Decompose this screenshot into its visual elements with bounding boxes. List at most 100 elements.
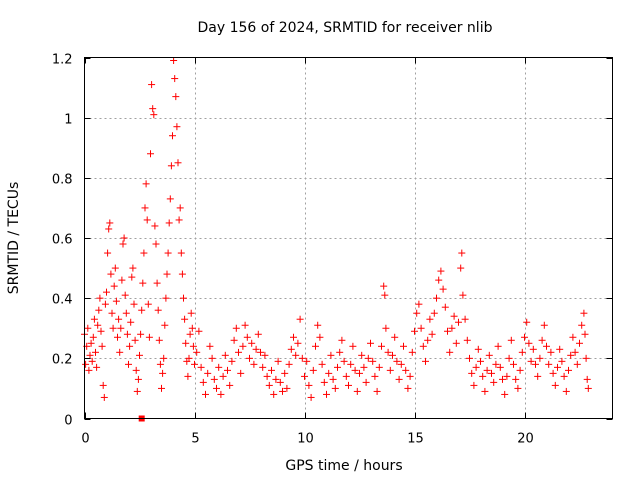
y-tick-label: 0.4	[52, 293, 73, 308]
data-point	[406, 372, 414, 380]
data-point	[213, 384, 220, 392]
data-point	[481, 387, 489, 395]
data-point	[161, 321, 169, 329]
data-point	[470, 381, 478, 389]
data-point	[413, 309, 421, 317]
data-point	[516, 366, 524, 374]
data-point	[307, 393, 315, 401]
data-point	[573, 360, 581, 368]
data-point	[259, 363, 267, 371]
data-point	[132, 366, 140, 374]
data-point	[86, 351, 94, 359]
data-point	[148, 81, 156, 89]
data-point	[441, 303, 449, 311]
data-point	[551, 381, 559, 389]
data-point	[199, 378, 207, 386]
data-point	[316, 333, 324, 341]
data-point	[303, 357, 311, 365]
data-point	[263, 372, 271, 380]
data-point	[285, 360, 293, 368]
data-point	[298, 354, 306, 362]
data-point	[364, 354, 372, 362]
data-point	[391, 333, 399, 341]
data-point	[483, 366, 491, 374]
data-point	[367, 339, 374, 347]
data-point	[292, 351, 300, 359]
data-point	[290, 333, 297, 341]
data-point	[301, 372, 308, 380]
data-point	[84, 324, 92, 332]
data-point	[149, 105, 157, 113]
data-point	[169, 132, 176, 140]
data-point	[283, 384, 291, 392]
data-point	[381, 291, 389, 299]
data-point	[525, 339, 533, 347]
data-point	[187, 309, 195, 317]
data-point	[143, 216, 151, 224]
data-point	[276, 378, 284, 386]
data-point	[378, 342, 385, 350]
data-point	[139, 279, 147, 287]
data-point	[494, 342, 502, 350]
data-point	[150, 111, 158, 119]
y-tick-label: 0.2	[52, 353, 73, 368]
data-point	[173, 123, 181, 131]
y-tick-label: 0	[64, 414, 72, 429]
data-point	[274, 357, 282, 365]
data-point	[178, 270, 186, 278]
data-point	[309, 366, 317, 374]
axis-ticks	[84, 57, 613, 420]
data-point	[268, 366, 275, 374]
data-point	[131, 336, 139, 344]
data-point	[472, 363, 480, 371]
data-point	[408, 348, 416, 356]
data-point	[107, 270, 115, 278]
data-point	[529, 345, 537, 353]
data-point	[119, 240, 127, 248]
data-point	[217, 390, 225, 398]
data-point	[257, 348, 264, 356]
data-point	[490, 378, 498, 386]
data-point	[182, 339, 190, 347]
data-point	[397, 360, 405, 368]
data-point	[474, 345, 482, 353]
data-point	[142, 180, 150, 188]
data-point	[320, 378, 328, 386]
data-point	[558, 357, 566, 365]
data-point	[386, 366, 394, 374]
data-point	[159, 369, 167, 377]
data-point	[338, 336, 346, 344]
data-point	[312, 342, 319, 350]
data-point	[329, 375, 337, 383]
data-point	[351, 366, 359, 374]
data-point	[461, 315, 469, 323]
data-point	[103, 288, 110, 296]
data-point	[246, 354, 253, 362]
data-point	[543, 342, 550, 350]
data-point	[96, 294, 104, 302]
data-point	[549, 369, 557, 377]
data-point	[518, 348, 526, 356]
data-point	[144, 300, 152, 308]
data-point	[466, 354, 473, 362]
data-point	[334, 363, 341, 371]
data-point	[505, 354, 513, 362]
data-point	[235, 348, 242, 356]
data-point	[193, 348, 201, 356]
grid	[84, 57, 613, 419]
data-point	[92, 348, 99, 356]
data-point	[265, 381, 273, 389]
data-point	[188, 324, 196, 332]
data-point	[138, 306, 146, 314]
data-point	[175, 216, 183, 224]
data-point	[128, 273, 136, 281]
data-point	[152, 240, 160, 248]
data-point	[221, 351, 229, 359]
data-point	[90, 315, 98, 323]
y-tick-label: 0.6	[52, 233, 73, 248]
data-point	[127, 318, 135, 326]
data-point	[108, 309, 116, 317]
data-points	[81, 57, 592, 422]
data-point	[336, 348, 344, 356]
